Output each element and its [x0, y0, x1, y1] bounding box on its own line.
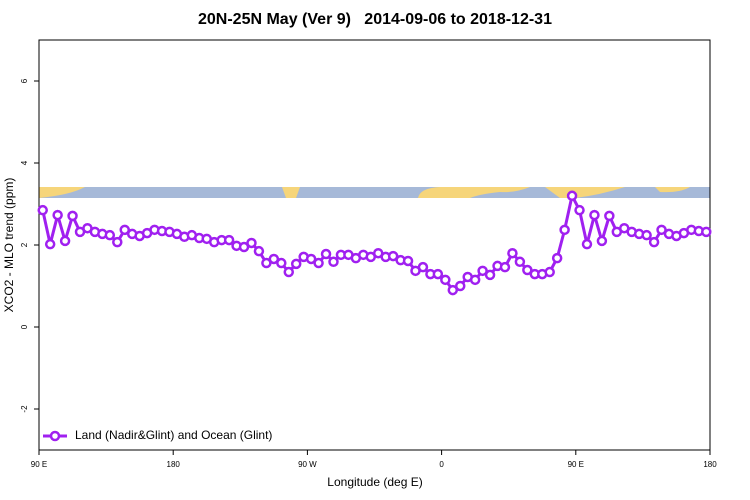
x-tick-label: 90 E	[568, 460, 584, 469]
data-point	[454, 280, 466, 292]
data-point	[484, 269, 496, 281]
data-point	[238, 241, 250, 253]
data-point	[290, 258, 302, 270]
x-tick-label: 0	[439, 460, 444, 469]
data-point	[432, 268, 444, 280]
data-point	[589, 209, 600, 221]
x-axis-label: Longitude (deg E)	[327, 475, 422, 489]
chart-title: 20N-25N May (Ver 9) 2014-09-06 to 2018-1…	[198, 11, 552, 28]
data-point	[417, 261, 429, 273]
plot-frame	[38, 39, 711, 451]
data-point	[648, 236, 660, 248]
data-point	[656, 224, 667, 236]
data-point	[261, 257, 272, 269]
data-point	[551, 252, 563, 264]
data-point	[522, 264, 533, 276]
x-tick-label: 90 E	[31, 460, 47, 469]
y-tick-label: -2	[20, 405, 29, 413]
data-point	[52, 209, 63, 221]
data-point	[44, 238, 56, 250]
data-point	[402, 255, 414, 267]
y-tick-label: 0	[20, 324, 29, 329]
legend-label: Land (Nadir&Glint) and Ocean (Glint)	[75, 428, 272, 442]
x-tick-label: 180	[167, 460, 181, 469]
data-point	[253, 245, 265, 257]
y-tick-label: 2	[20, 242, 29, 247]
data-point	[604, 210, 615, 222]
y-tick-label: 6	[20, 78, 29, 83]
data-point	[223, 234, 235, 246]
data-point	[37, 204, 48, 216]
data-point	[276, 257, 287, 269]
data-point	[313, 257, 324, 269]
y-tick-label: 4	[20, 160, 29, 165]
data-point	[499, 261, 511, 273]
data-point	[469, 274, 481, 286]
data-point	[305, 253, 317, 265]
data-point	[514, 256, 526, 268]
series-line	[41, 191, 707, 293]
data-point	[447, 284, 459, 296]
data-point	[477, 265, 488, 277]
x-tick-label: 180	[703, 460, 717, 469]
data-point	[320, 248, 332, 260]
data-point	[574, 204, 585, 216]
legend-marker	[49, 430, 61, 442]
data-point	[104, 229, 116, 241]
data-point	[544, 266, 555, 278]
data-point	[328, 256, 339, 268]
data-point	[112, 236, 123, 248]
data-point	[67, 210, 78, 222]
data-point	[246, 237, 257, 249]
data-point	[596, 235, 608, 247]
data-point	[559, 224, 570, 236]
data-point	[641, 229, 652, 241]
data-point	[507, 247, 518, 259]
data-point	[283, 266, 295, 278]
data-point	[387, 250, 399, 262]
x-tick-label: 90 W	[298, 460, 317, 469]
data-point	[59, 235, 71, 247]
data-point	[268, 253, 280, 265]
data-point	[566, 190, 578, 202]
data-point	[440, 274, 451, 286]
y-axis-label: XCO2 - MLO trend (ppm)	[2, 178, 16, 313]
data-point	[701, 226, 712, 238]
data-point	[581, 238, 593, 250]
map-strip	[39, 187, 710, 198]
data-point	[119, 224, 130, 236]
